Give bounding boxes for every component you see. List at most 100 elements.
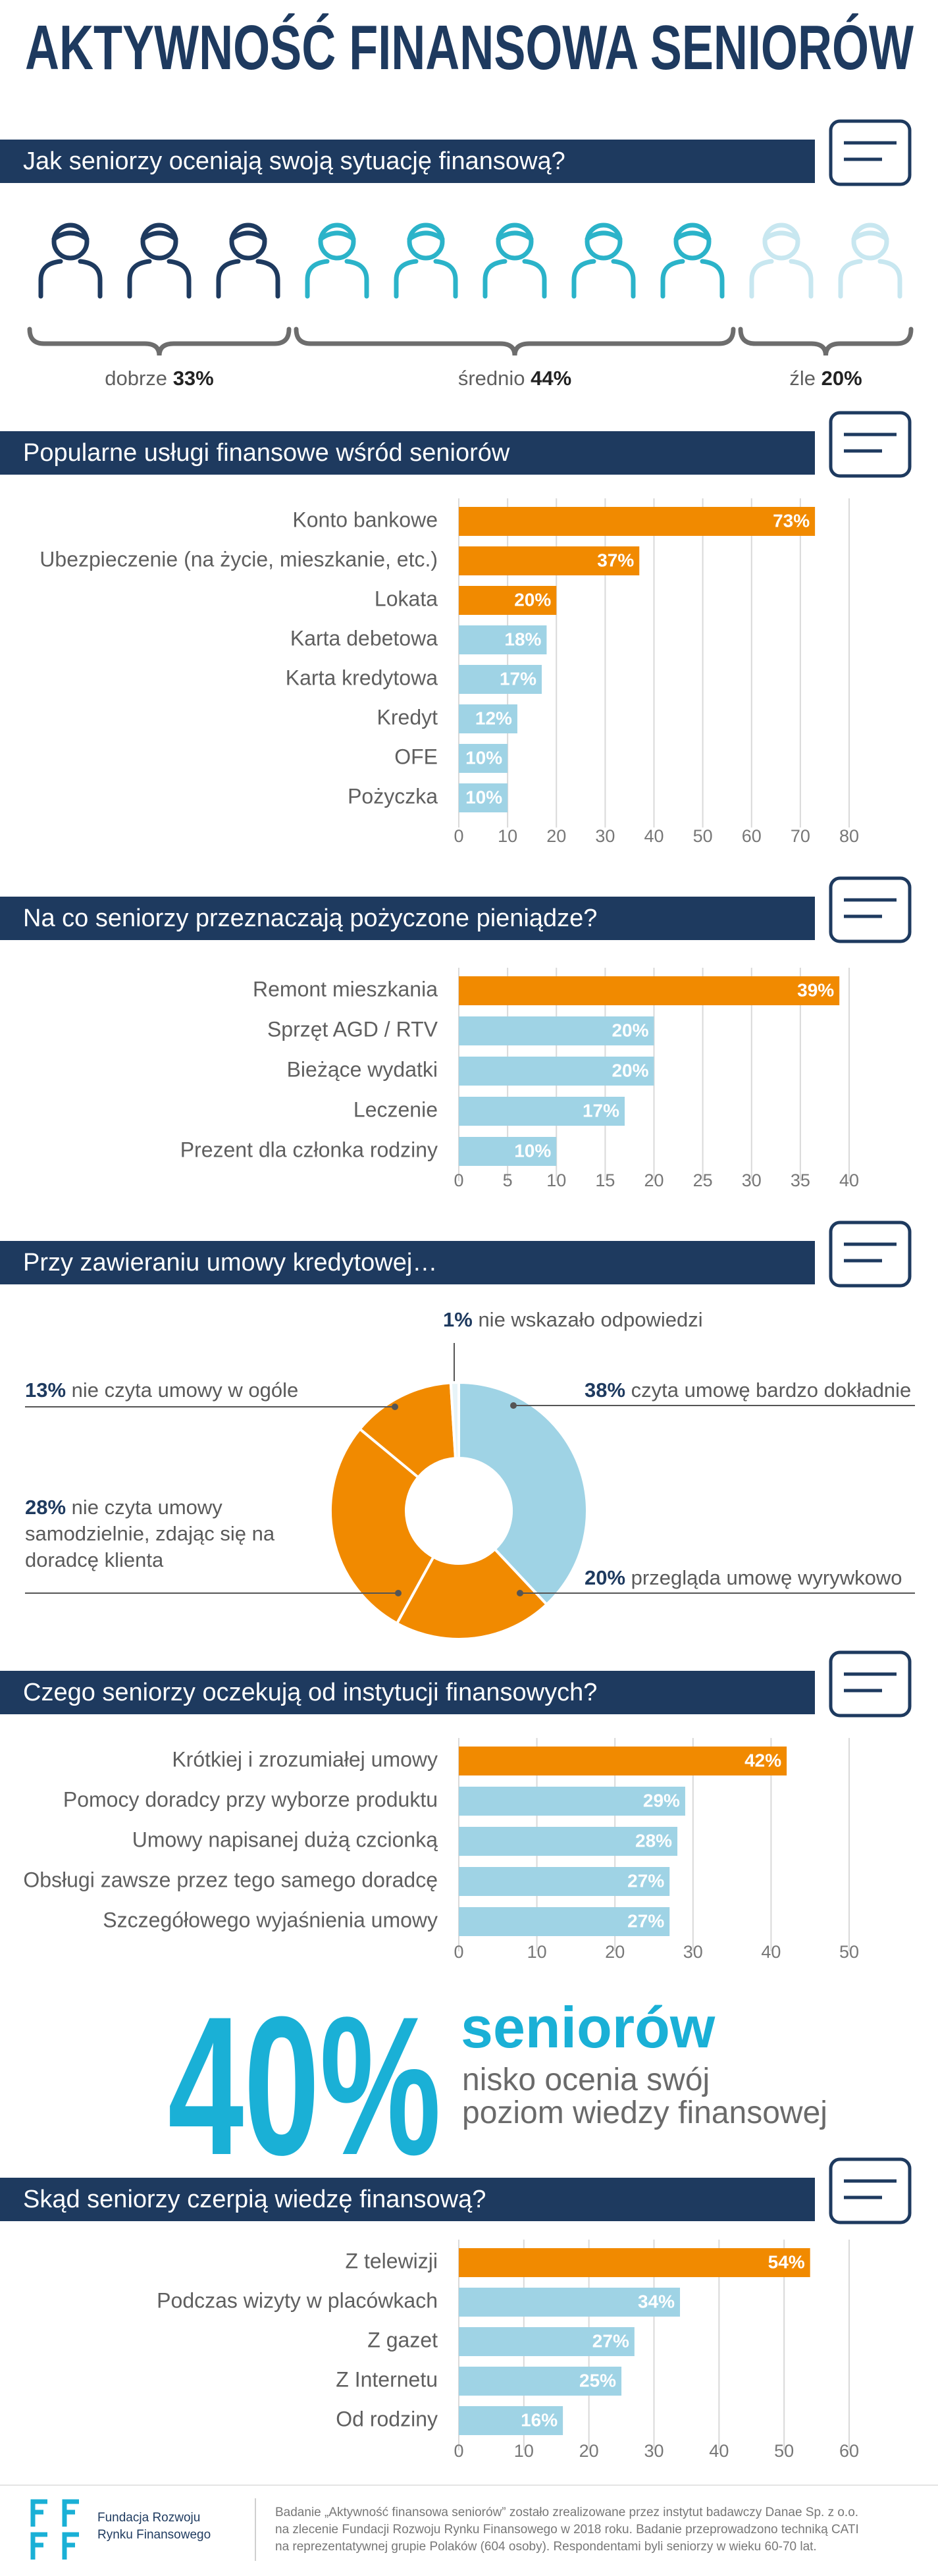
logo-shape (30, 2499, 47, 2527)
leader-dot (517, 1590, 523, 1596)
footer-note: na reprezentatywnej grupie Polaków (604 … (275, 2540, 817, 2554)
x-tick-label: 70 (791, 826, 810, 846)
bar (459, 2248, 810, 2277)
section-header-bar (0, 431, 815, 475)
x-tick-label: 60 (742, 826, 762, 846)
bar (459, 586, 557, 615)
bar (459, 1907, 670, 1936)
footer-note: na zlecenie Fundacji Rozwoju Rynku Finan… (275, 2523, 859, 2537)
bar (459, 744, 508, 773)
category-label: Konto bankowe (292, 508, 438, 531)
group-label: dobrze 33% (105, 367, 213, 390)
category-label: Leczenie (353, 1097, 438, 1121)
icon-shape (829, 1221, 912, 1288)
donut-value: 28% (25, 1496, 66, 1519)
category-label: Umowy napisanej dużą czcionką (132, 1827, 438, 1851)
icon-head (407, 223, 445, 261)
section-header-bar (0, 1241, 815, 1284)
x-tick-label: 0 (454, 2441, 463, 2461)
x-tick-label: 40 (839, 1170, 859, 1190)
donut-value: 1% (443, 1308, 473, 1331)
leader-dot (395, 1590, 402, 1596)
x-tick-label: 40 (761, 1942, 781, 1962)
brace (738, 327, 914, 356)
value-label: 10% (465, 787, 502, 807)
group-name: źle (789, 367, 816, 390)
leader-dot (392, 1404, 398, 1410)
section-icon (829, 2157, 912, 2224)
icon-hair (51, 230, 90, 242)
group-value: 44% (531, 367, 571, 390)
donut-category: nie czyta umowy samodzielnie, zdając się… (25, 1496, 275, 1571)
value-label: 16% (521, 2409, 558, 2430)
bar (459, 1867, 670, 1896)
section-icon (829, 1221, 912, 1288)
category-label: Ubezpieczenie (na życie, mieszkanie, etc… (39, 547, 438, 571)
donut-category: czyta umowę bardzo dokładnie (631, 1379, 912, 1402)
leader-dot (510, 1402, 517, 1409)
group-name: średnio (458, 367, 525, 390)
section-title: Na co seniorzy przeznaczają pożyczone pi… (23, 905, 597, 932)
group-label: średnio 44% (458, 367, 571, 390)
category-label: Prezent dla członka rodziny (180, 1138, 438, 1161)
icon-body (749, 259, 814, 299)
person-icon (749, 223, 814, 299)
icon-head (496, 223, 534, 261)
page-title: AKTYWNOŚĆ FINANSOWA SENIORÓW (25, 13, 914, 83)
person-icon (660, 223, 725, 299)
x-tick-label: 40 (644, 826, 664, 846)
group-label: źle 20% (789, 367, 862, 390)
icon-body (394, 259, 458, 299)
bar (459, 625, 547, 654)
logo-shape (30, 2532, 47, 2560)
value-label: 20% (612, 1060, 648, 1080)
icon-body (216, 259, 280, 299)
icon-head (229, 223, 267, 261)
icon-hair (496, 230, 534, 242)
bar (459, 1057, 654, 1086)
category-label: Od rodziny (336, 2407, 438, 2431)
bar (459, 2367, 622, 2396)
icon-body (127, 259, 192, 299)
x-tick-label: 30 (742, 1170, 762, 1190)
person-icon (305, 223, 369, 299)
icon-head (51, 223, 90, 261)
footer-note: Badanie „Aktywność finansowa seniorów” z… (275, 2506, 858, 2519)
section-icon (829, 119, 912, 186)
section-title: Czego seniorzy oczekują od instytucji fi… (23, 1679, 597, 1706)
bar (459, 1097, 625, 1126)
x-tick-label: 30 (683, 1942, 703, 1962)
donut-slice (329, 1427, 436, 1625)
section-title: Skąd seniorzy czerpią wiedzę finansową? (23, 2186, 486, 2213)
x-tick-label: 80 (839, 826, 859, 846)
x-tick-label: 50 (839, 1942, 859, 1962)
icon-body (838, 259, 902, 299)
donut-label: 20% przegląda umowę wyrywkowo (585, 1565, 902, 1591)
x-tick-label: 0 (454, 826, 463, 846)
bar (459, 1787, 685, 1816)
donut-category: nie wskazało odpowiedzi (478, 1308, 703, 1331)
x-tick-label: 10 (498, 826, 517, 846)
person-icon (838, 223, 902, 299)
group-value: 33% (173, 367, 214, 390)
value-label: 10% (514, 1140, 551, 1161)
icon-head (851, 223, 889, 261)
value-label: 27% (592, 2330, 629, 2351)
person-icon (216, 223, 280, 299)
x-tick-label: 10 (514, 2441, 534, 2461)
category-label: Bieżące wydatki (287, 1057, 438, 1081)
category-label: Szczegółowego wyjaśnienia umowy (103, 1908, 438, 1932)
value-label: 54% (768, 2251, 805, 2272)
icon-shape (829, 2157, 912, 2224)
category-label: Karta debetowa (290, 626, 438, 650)
stat-text: nisko ocenia swój (462, 2063, 710, 2097)
value-label: 27% (627, 1910, 664, 1931)
icon-hair (318, 230, 356, 242)
x-tick-label: 10 (546, 1170, 566, 1190)
x-tick-label: 0 (454, 1170, 463, 1190)
section-title: Jak seniorzy oceniają swoją sytuację fin… (23, 147, 565, 175)
value-label: 10% (465, 747, 502, 768)
group-value: 20% (821, 367, 862, 390)
value-label: 17% (583, 1100, 619, 1120)
icon-head (318, 223, 356, 261)
